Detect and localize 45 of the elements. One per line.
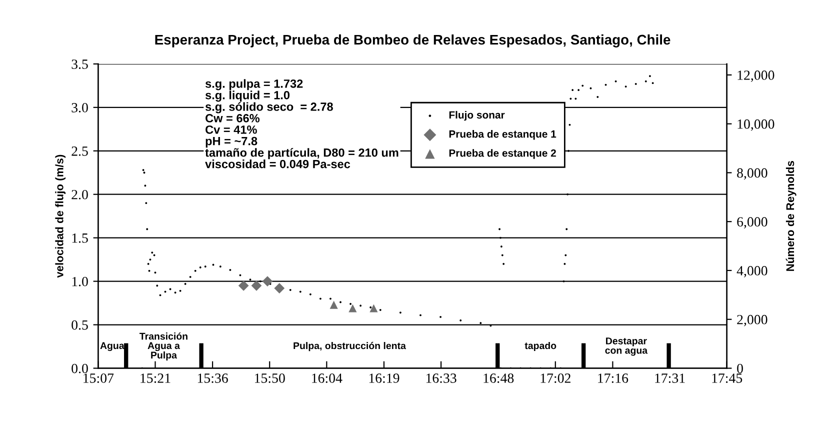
point [274,283,285,294]
x-tick-label: 16:33 [426,374,456,383]
x-tick-label: 16:04 [312,374,342,383]
point [238,280,249,291]
x-tick-label: 17:31 [655,374,685,383]
point [251,280,262,291]
y2-tick-label: 10,000 [738,119,774,131]
y-tick-label: 1.5 [72,233,88,243]
x-tick-label: 17:45 [712,374,742,383]
x-tick-label: 16:19 [369,374,400,383]
y2-tick-label: 2,000 [737,314,768,326]
point [330,300,338,309]
point [348,304,357,312]
x-tick-label: 17:02 [540,374,570,383]
y2-tick-label: 4,000 [736,266,768,278]
y2-tick-label: 6,000 [737,217,768,229]
x-tick-label: 15:07 [84,374,114,383]
point [370,304,378,312]
x-tick-label: 17:16 [598,374,628,383]
point [262,276,273,286]
y2-tick-label: 12,000 [738,70,774,82]
annotation: tapado [524,342,556,352]
y2-tick-label: 0 [737,364,743,374]
x-tick-label: 15:36 [198,374,228,383]
annotation: s.g. pulpa = 1.732 s.g. liquid = 1.0 s.g. sólido seco = 2.78 Cw = 66% Cv = 41% pH = ~7.8 tamaño de partícula, D80 = 210 um viscosidad = 0.049 Pa-sec [205,79,398,168]
y2-tick-label: 8,000 [737,168,768,180]
chart-title: Esperanza Project, Prueba de Bombeo de Relaves Espesados, Santiago, Chile [155,34,670,48]
y-tick-label: 2.5 [72,146,88,156]
legend-label: Prueba de estanque 2 [449,149,556,159]
annotation: Destapar con agua [605,338,648,356]
x-tick-label: 16:48 [484,374,514,383]
annotation: Transición Agua a Pulpa [140,332,188,360]
y-tick-label: 0.0 [72,364,88,374]
y2-axis-title: Número de Reynolds [786,160,796,271]
x-tick-label: 15:50 [255,374,285,383]
y-tick-label: 1.0 [72,276,88,286]
legend-label: Prueba de estanque 1 [449,130,556,140]
y-tick-label: 2.0 [72,190,88,200]
y-tick-label: 0.5 [72,320,88,330]
y-tick-label: 3.0 [72,103,88,112]
x-tick-label: 15:21 [140,374,170,383]
legend-label: Flujo sonar [449,110,505,121]
y-axis-title: velocidad de flujo (m/s) [55,154,66,278]
annotation: Pulpa, obstrucción lenta [294,342,406,352]
y-tick-label: 3.5 [72,60,88,69]
